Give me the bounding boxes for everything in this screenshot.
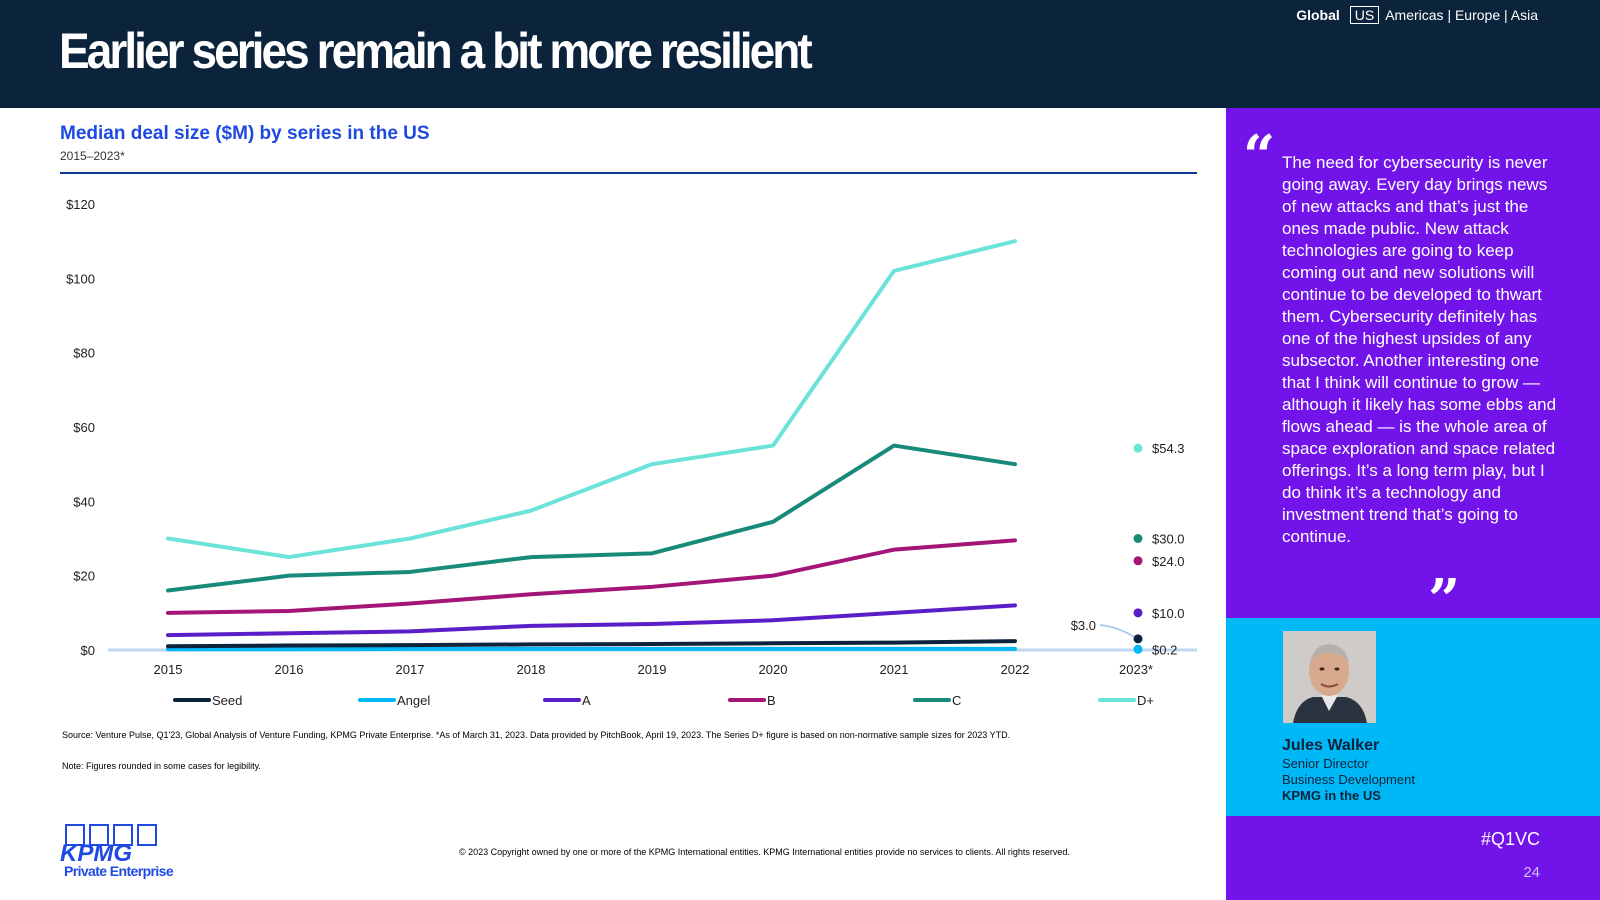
copyright-text: © 2023 Copyright owned by one or more of… [459, 847, 1070, 857]
author-organization: KPMG in the US [1282, 788, 1381, 803]
data-point-2023-a [1133, 608, 1143, 618]
series-line-seed [166, 639, 1017, 649]
y-tick-label: $100 [66, 271, 95, 286]
data-label: $24.0 [1152, 554, 1185, 569]
x-tick-label: 2017 [396, 662, 425, 677]
line-chart: $0 $20 $40 $60 $80 $100 $120 2015 2016 2017 2018 20… [66, 197, 1197, 708]
legend-label: Seed [212, 693, 242, 708]
x-tick-label: 2015 [154, 662, 183, 677]
x-tick-label: 2016 [275, 662, 304, 677]
data-point-2023-c [1133, 534, 1143, 543]
data-label-leader [1099, 624, 1135, 638]
data-label: $10.0 [1152, 606, 1185, 621]
logo-subtitle: Private Enterprise [64, 863, 174, 879]
series-line-dplus [166, 239, 1017, 560]
quote-panel [1226, 108, 1600, 618]
page-title: Earlier series remain a bit more resilie… [59, 23, 813, 79]
chart-subtitle: 2015–2023* [60, 149, 125, 163]
x-tick-label: 2019 [638, 662, 667, 677]
author-title: Senior Director [1282, 756, 1369, 771]
data-label: $0.2 [1152, 642, 1177, 657]
legend-label: Angel [397, 693, 430, 708]
chart-title: Median deal size ($M) by series in the U… [60, 123, 430, 144]
y-tick-label: $80 [73, 346, 95, 361]
rounding-note: Note: Figures rounded in some cases for … [62, 761, 261, 771]
footer-panel [1226, 816, 1600, 900]
region-nav: Global US Americas | Europe | Asia [1296, 6, 1538, 24]
chart-title-rule [60, 172, 1197, 174]
header-bar: Earlier series remain a bit more resilie… [0, 0, 1600, 108]
series-line-b [166, 538, 1017, 615]
data-point-2023-seed [1133, 634, 1143, 644]
legend-label: A [582, 693, 591, 708]
page-number: 24 [1523, 864, 1540, 881]
author-name: Jules Walker [1282, 737, 1380, 754]
author-department: Business Development [1282, 772, 1415, 787]
y-tick-label: $120 [66, 197, 95, 212]
x-tick-label: 2018 [517, 662, 546, 677]
region-other-links[interactable]: Americas | Europe | Asia [1385, 7, 1538, 23]
quote-text: The need for cybersecurity is never goin… [1282, 153, 1557, 546]
region-global-link[interactable]: Global [1296, 7, 1340, 23]
legend-label: C [952, 693, 961, 708]
series-line-a [166, 603, 1017, 638]
legend-label: B [767, 693, 776, 708]
author-photo [1283, 631, 1376, 723]
data-point-2023-dplus [1133, 443, 1143, 453]
data-label: $3.0 [1071, 618, 1096, 633]
y-tick-label: $20 [73, 569, 95, 584]
open-quote-icon: “ [1243, 123, 1276, 189]
kpmg-logo: KPMG [60, 824, 157, 867]
data-point-2023-b [1133, 556, 1143, 566]
x-tick-label: 2023* [1119, 662, 1153, 677]
hashtag: #Q1VC [1480, 829, 1540, 849]
region-us-current[interactable]: US [1349, 6, 1380, 24]
series-line-c [166, 443, 1017, 593]
data-label: $54.3 [1152, 441, 1185, 456]
x-tick-label: 2022 [1001, 662, 1030, 677]
y-tick-label: $40 [73, 494, 95, 509]
svg-text:KPMG: KPMG [60, 840, 132, 867]
source-note: Source: Venture Pulse, Q1'23, Global Ana… [62, 730, 1011, 740]
data-label: $30.0 [1152, 532, 1185, 547]
legend-label: D+ [1137, 693, 1154, 708]
x-tick-label: 2021 [880, 662, 909, 677]
data-point-2023-angel [1133, 644, 1143, 654]
y-tick-label: $0 [81, 643, 95, 658]
x-tick-label: 2020 [759, 662, 788, 677]
y-tick-label: $60 [73, 420, 95, 435]
